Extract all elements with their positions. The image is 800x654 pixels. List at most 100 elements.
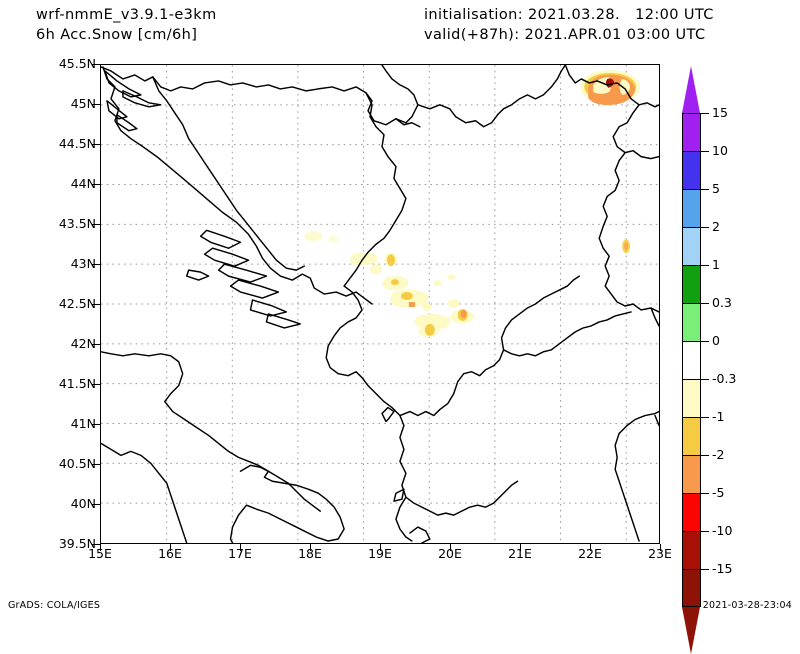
coastline-and-borders <box>101 65 659 543</box>
colorbar-tick <box>701 227 709 228</box>
colorbar-over-arrow <box>682 66 700 113</box>
colorbar-segment <box>682 379 701 417</box>
colorbar <box>682 113 701 607</box>
x-axis-label: 16E <box>158 546 182 561</box>
y-axis-label: 44N <box>70 176 96 191</box>
valid-time-text: valid(+87h): 2021.APR.01 03:00 UTC <box>424 27 706 43</box>
y-axis-label: 41.5N <box>58 376 96 391</box>
x-axis-tick <box>170 544 171 551</box>
colorbar-tick <box>701 569 709 570</box>
colorbar-tick-label: -0.3 <box>712 371 737 386</box>
colorbar-under-arrow <box>682 607 700 654</box>
colorbar-tick <box>701 303 709 304</box>
x-axis-label: 20E <box>438 546 462 561</box>
colorbar-segment <box>682 493 701 531</box>
colorbar-tick-label: 0 <box>712 333 720 348</box>
colorbar-tick <box>701 531 709 532</box>
x-axis-tick <box>240 544 241 551</box>
y-axis-tick <box>92 264 100 265</box>
colorbar-tick <box>701 341 709 342</box>
colorbar-segment <box>682 531 701 569</box>
y-axis-tick <box>92 224 100 225</box>
colorbar-segment <box>682 417 701 455</box>
colorbar-segment <box>682 569 701 607</box>
colorbar-segment <box>682 227 701 265</box>
y-axis-tick <box>92 144 100 145</box>
x-axis-label: 21E <box>508 546 532 561</box>
colorbar-tick-label: 1 <box>712 257 720 272</box>
x-axis-label: 22E <box>578 546 602 561</box>
x-axis-tick <box>590 544 591 551</box>
y-axis-label: 42.5N <box>58 296 96 311</box>
y-axis-label: 44.5N <box>58 136 96 151</box>
colorbar-tick <box>701 265 709 266</box>
x-axis-label: 18E <box>298 546 322 561</box>
x-axis-label: 15E <box>88 546 112 561</box>
header: wrf-nmmE_v3.9.1-e3km 6h Acc.Snow [cm/6h]… <box>0 0 800 52</box>
colorbar-tick-label: -5 <box>712 485 725 500</box>
x-axis-tick <box>380 544 381 551</box>
colorbar-tick <box>701 189 709 190</box>
colorbar-tick <box>701 113 709 114</box>
colorbar-tick <box>701 379 709 380</box>
colorbar-tick-label: 15 <box>712 105 728 120</box>
colorbar-segment <box>682 265 701 303</box>
y-axis-label: 41N <box>70 416 96 431</box>
y-axis-tick <box>92 464 100 465</box>
colorbar-segment <box>682 455 701 493</box>
y-axis-tick <box>92 104 100 105</box>
colorbar-segment <box>682 151 701 189</box>
render-timestamp: 2021-03-28-23:04 <box>702 600 792 611</box>
x-axis-label: 19E <box>368 546 392 561</box>
x-axis-tick <box>660 544 661 551</box>
y-axis-tick <box>92 504 100 505</box>
y-axis-label: 43N <box>70 256 96 271</box>
y-axis-label: 43.5N <box>58 216 96 231</box>
y-axis-tick <box>92 424 100 425</box>
colorbar-segment <box>682 113 701 151</box>
colorbar-tick <box>701 493 709 494</box>
snow-field <box>304 69 641 337</box>
colorbar-tick-label: -10 <box>712 523 733 538</box>
colorbar-segment <box>682 341 701 379</box>
colorbar-segment <box>682 303 701 341</box>
header-right: initialisation: 2021.03.28. 12:00 UTC va… <box>424 5 714 45</box>
y-axis-label: 45N <box>70 96 96 111</box>
colorbar-tick <box>701 151 709 152</box>
colorbar-segment <box>682 189 701 227</box>
map-plot-area <box>100 64 660 544</box>
colorbar-tick-label: 5 <box>712 181 720 196</box>
x-axis-label: 23E <box>648 546 672 561</box>
colorbar-tick-label: -2 <box>712 447 725 462</box>
colorbar-tick-label: -15 <box>712 561 733 576</box>
y-axis-tick <box>92 304 100 305</box>
y-axis-label: 40.5N <box>58 456 96 471</box>
colorbar-tick-label: 2 <box>712 219 720 234</box>
y-axis-tick <box>92 184 100 185</box>
x-axis-tick <box>100 544 101 551</box>
initialisation-text: initialisation: 2021.03.28. 12:00 UTC <box>424 7 714 23</box>
field-blob-romania <box>580 69 641 105</box>
y-axis-tick <box>92 544 100 545</box>
colorbar-tick-label: 0.3 <box>712 295 732 310</box>
y-axis-label: 42N <box>70 336 96 351</box>
x-axis-label: 17E <box>228 546 252 561</box>
colorbar-tick-label: 10 <box>712 143 728 158</box>
y-axis-tick <box>92 384 100 385</box>
x-axis-tick <box>520 544 521 551</box>
gridlines <box>101 65 659 543</box>
field-title: 6h Acc.Snow [cm/6h] <box>36 27 198 43</box>
header-left: wrf-nmmE_v3.9.1-e3km 6h Acc.Snow [cm/6h] <box>36 5 217 45</box>
y-axis-tick <box>92 64 100 65</box>
colorbar-tick <box>701 417 709 418</box>
grads-credit: GrADS: COLA/IGES <box>8 600 101 611</box>
y-axis-label: 39.5N <box>58 536 96 551</box>
colorbar-tick <box>701 455 709 456</box>
x-axis-tick <box>450 544 451 551</box>
y-axis-label: 45.5N <box>58 56 96 71</box>
y-axis-tick <box>92 344 100 345</box>
y-axis-label: 40N <box>70 496 96 511</box>
model-title: wrf-nmmE_v3.9.1-e3km <box>36 7 217 23</box>
colorbar-tick-label: -1 <box>712 409 725 424</box>
